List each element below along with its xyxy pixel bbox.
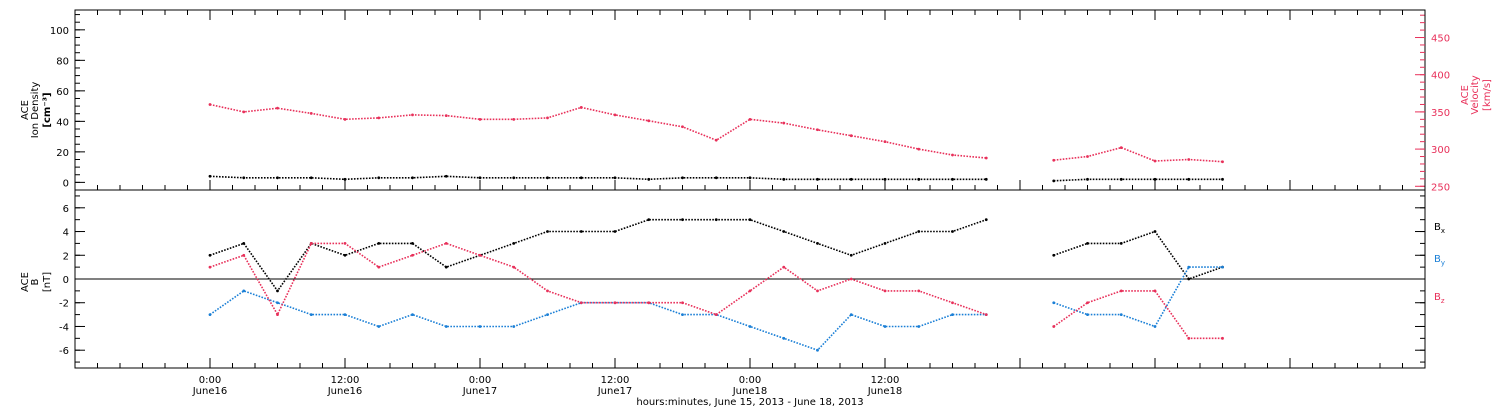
velocity-ylabel-line1: ACE: [1460, 85, 1471, 105]
x-tick-time-label: 12:00: [601, 375, 630, 386]
x-axis-title: hours:minutes, June 15, 2013 - June 18, …: [636, 397, 863, 408]
b-ylabel-line1: ACE: [20, 272, 31, 292]
b-tick-label: 0: [63, 275, 69, 286]
x-tick-time-label: 0:00: [739, 375, 761, 386]
velocity-tick-label: 250: [1431, 182, 1450, 193]
velocity-tick-label: 400: [1431, 71, 1450, 82]
b-tick-label: -6: [59, 346, 69, 357]
density-tick-label: 40: [56, 117, 69, 128]
legend-bx: Bx: [1434, 222, 1445, 235]
bz-line: [1053, 290, 1223, 340]
x-tick-time-label: 0:00: [199, 375, 221, 386]
velocity-line: [1053, 146, 1223, 163]
by-line: [209, 290, 987, 352]
bx-line: [1053, 230, 1223, 280]
b-tick-label: 4: [63, 228, 69, 239]
legend-bz: Bz: [1434, 292, 1445, 305]
x-tick-time-label: 12:00: [331, 375, 360, 386]
x-tick-day-label: June17: [462, 386, 498, 397]
b-tick-label: -4: [59, 322, 69, 333]
velocity-tick-label: 300: [1431, 145, 1450, 156]
velocity-line: [209, 103, 987, 159]
by-line: [1053, 266, 1223, 328]
density-tick-label: 100: [50, 26, 69, 37]
x-tick-time-label: 12:00: [871, 375, 900, 386]
legend-by: By: [1434, 254, 1445, 267]
b-tick-label: 6: [63, 204, 69, 215]
velocity-ylabel-line3: [km/s]: [1482, 79, 1493, 111]
density-ylabel-line1: ACE: [20, 100, 31, 120]
chart-marks: 0 20 40 60 80 100 250 300 350 400 450 -6 -4 -2 0 2 4 6 0:0…: [50, 10, 1450, 397]
density-ylabel-line3: [cm⁻³]: [42, 92, 53, 127]
b-tick-label: -2: [59, 299, 69, 310]
bottom-left-ylabel: ACE B [nT]: [20, 272, 53, 292]
x-tick-day-label: June18: [732, 386, 768, 397]
top-right-ylabel: ACE Velocity [km/s]: [1460, 75, 1493, 114]
bx-line: [209, 218, 987, 293]
density-ylabel-line2: Ion Density: [30, 82, 41, 139]
density-point: [984, 177, 988, 181]
b-ylabel-line3: [nT]: [42, 272, 53, 292]
b-tick-label: 2: [63, 251, 69, 262]
x-tick-day-label: June18: [867, 386, 903, 397]
density-line: [1053, 178, 1223, 182]
density-tick-label: 80: [56, 56, 69, 67]
density-line: [209, 175, 987, 181]
b-ylabel-line2: B: [30, 278, 41, 285]
x-tick-day-label: June17: [597, 386, 633, 397]
x-tick-day-label: June16: [192, 386, 228, 397]
velocity-tick-label: 350: [1431, 108, 1450, 119]
x-tick-time-label: 0:00: [469, 375, 491, 386]
velocity-tick-label: 450: [1431, 34, 1450, 45]
top-left-ylabel: ACE Ion Density [cm⁻³]: [20, 82, 53, 139]
velocity-ylabel-line2: Velocity: [1470, 75, 1481, 114]
bz-line: [209, 242, 987, 317]
density-tick-label: 60: [56, 87, 69, 98]
x-tick-day-label: June16: [327, 386, 363, 397]
density-tick-label: 0: [63, 178, 69, 189]
density-tick-label: 20: [56, 148, 69, 159]
